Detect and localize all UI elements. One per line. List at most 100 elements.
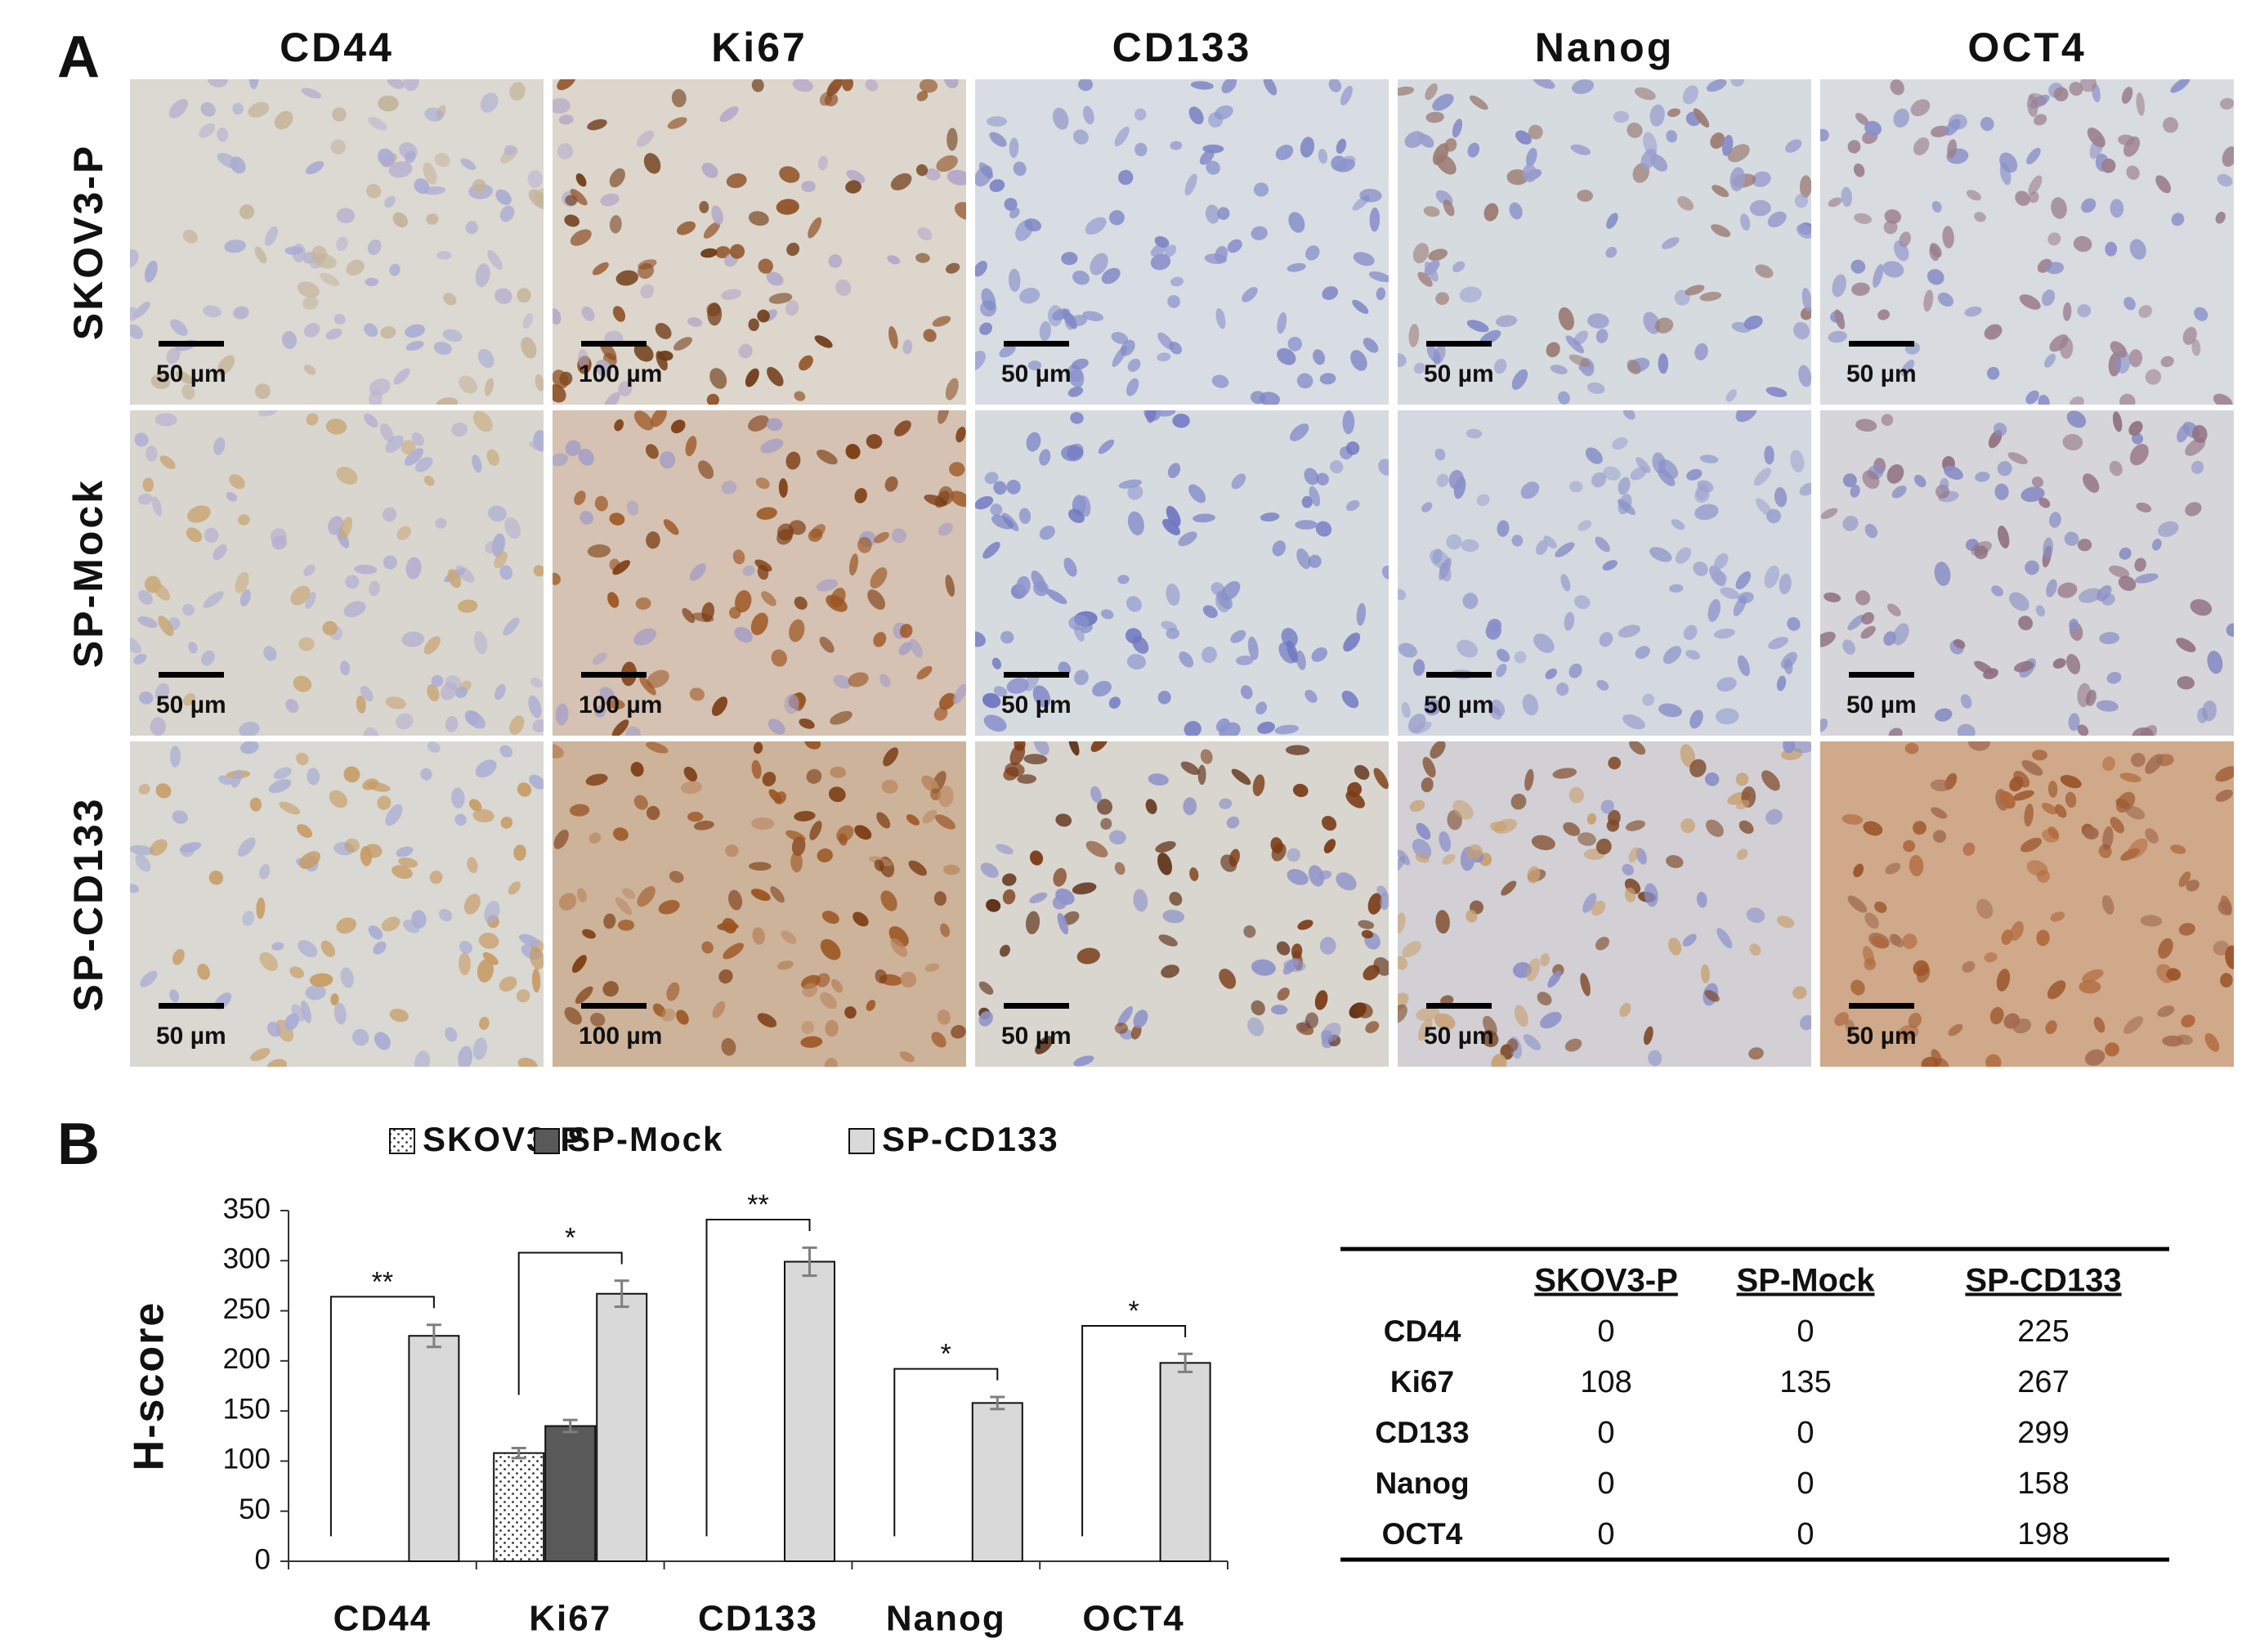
cell-nucleus <box>870 567 888 589</box>
cell-nucleus <box>1289 423 1309 441</box>
cell-nucleus <box>1202 144 1224 154</box>
cell-nucleus <box>938 786 954 808</box>
cell-nucleus <box>1002 889 1016 905</box>
cell-nucleus <box>1276 941 1291 956</box>
cell-nucleus <box>1798 365 1811 387</box>
cell-nucleus <box>2060 775 2082 789</box>
cell-nucleus <box>1188 106 1204 125</box>
cell-nucleus <box>383 555 397 570</box>
cell-nucleus <box>987 116 1008 127</box>
cell-nucleus <box>1704 772 1720 786</box>
cell-nucleus <box>893 420 911 437</box>
cell-nucleus <box>2171 213 2185 226</box>
cell-nucleus <box>264 226 279 246</box>
cell-nucleus <box>1774 487 1788 508</box>
cell-nucleus <box>1132 636 1149 654</box>
cell-nucleus <box>774 791 787 804</box>
cell-nucleus <box>874 531 889 544</box>
cell-nucleus <box>1522 694 1539 716</box>
cell-nucleus <box>2077 538 2092 552</box>
cell-nucleus <box>455 687 468 699</box>
cell-nucleus <box>1416 1007 1440 1021</box>
cell-nucleus <box>1580 973 1591 996</box>
cell-nucleus <box>1002 873 1017 886</box>
cell-nucleus <box>879 674 891 687</box>
cell-nucleus <box>824 1058 838 1067</box>
cell-nucleus <box>1900 359 1915 377</box>
cell-nucleus <box>989 179 1005 192</box>
cell-nucleus <box>2036 870 2050 883</box>
cell-nucleus <box>776 960 794 970</box>
cell-nucleus <box>938 522 953 536</box>
scale-bar-label: 50 µm <box>1424 360 1494 387</box>
cell-nucleus <box>130 844 154 856</box>
cell-nucleus <box>207 79 228 87</box>
cell-nucleus <box>2097 584 2112 602</box>
cell-nucleus <box>530 677 543 688</box>
cell-nucleus <box>150 374 171 389</box>
row-header: SP-CD133 <box>65 797 111 1012</box>
cell-nucleus <box>1685 649 1701 660</box>
cell-nucleus <box>1799 482 1811 496</box>
bar <box>544 1425 597 1562</box>
cell-nucleus <box>1994 483 2009 500</box>
cell-nucleus <box>1558 307 1574 331</box>
cell-nucleus <box>1619 1002 1631 1018</box>
table-cell: 135 <box>1779 1365 1831 1399</box>
cell-nucleus <box>378 95 399 112</box>
cell-nucleus <box>1764 445 1774 465</box>
cell-nucleus <box>1417 1019 1433 1041</box>
cell-nucleus <box>302 296 319 310</box>
cell-nucleus <box>414 1050 431 1067</box>
cell-nucleus <box>1944 119 1961 136</box>
cell-nucleus <box>919 79 938 93</box>
cell-nucleus <box>405 340 424 351</box>
cell-nucleus <box>1766 508 1782 524</box>
cell-nucleus <box>1457 639 1478 658</box>
scale-bar <box>159 1003 224 1009</box>
cell-nucleus <box>1242 287 1258 302</box>
cell-nucleus <box>669 871 684 884</box>
cell-nucleus <box>1902 933 1918 949</box>
cell-nucleus <box>477 348 494 369</box>
cell-nucleus <box>866 434 883 450</box>
cell-nucleus <box>1693 561 1708 576</box>
cell-nucleus <box>553 743 564 759</box>
column-header: Nanog <box>1535 25 1675 70</box>
cell-nucleus <box>1127 485 1143 500</box>
cell-nucleus <box>848 672 869 687</box>
cell-nucleus <box>2012 1018 2031 1034</box>
cell-nucleus <box>693 820 714 830</box>
cell-nucleus <box>2031 477 2044 488</box>
cell-nucleus <box>1219 722 1241 736</box>
cell-nucleus <box>689 687 705 701</box>
cell-nucleus <box>1921 1056 1939 1067</box>
cell-nucleus <box>553 453 568 467</box>
cell-nucleus <box>1183 797 1197 816</box>
cell-nucleus <box>756 507 777 520</box>
cell-nucleus <box>364 413 378 428</box>
cell-nucleus <box>1018 508 1031 525</box>
cell-nucleus <box>1730 79 1745 87</box>
cell-nucleus <box>2105 241 2118 257</box>
cell-nucleus <box>1425 83 1438 101</box>
scale-bar-label: 50 µm <box>1846 692 1917 719</box>
cell-nucleus <box>1892 623 1909 646</box>
cell-nucleus <box>239 589 251 607</box>
cell-nucleus <box>991 514 1014 530</box>
cell-nucleus <box>1489 821 1507 832</box>
cell-nucleus <box>330 993 339 1005</box>
cell-nucleus <box>646 741 669 754</box>
cell-nucleus <box>565 440 581 457</box>
legend-swatch <box>534 1128 560 1154</box>
cell-nucleus <box>2119 772 2141 783</box>
cell-nucleus <box>1622 863 1634 876</box>
cell-nucleus <box>187 505 211 523</box>
cell-nucleus <box>532 719 544 732</box>
cell-nucleus <box>776 199 799 215</box>
cell-nucleus <box>1666 130 1677 143</box>
cell-nucleus <box>935 814 955 830</box>
cell-nucleus <box>857 536 872 553</box>
cell-nucleus <box>2046 262 2065 275</box>
cell-nucleus <box>431 674 444 687</box>
